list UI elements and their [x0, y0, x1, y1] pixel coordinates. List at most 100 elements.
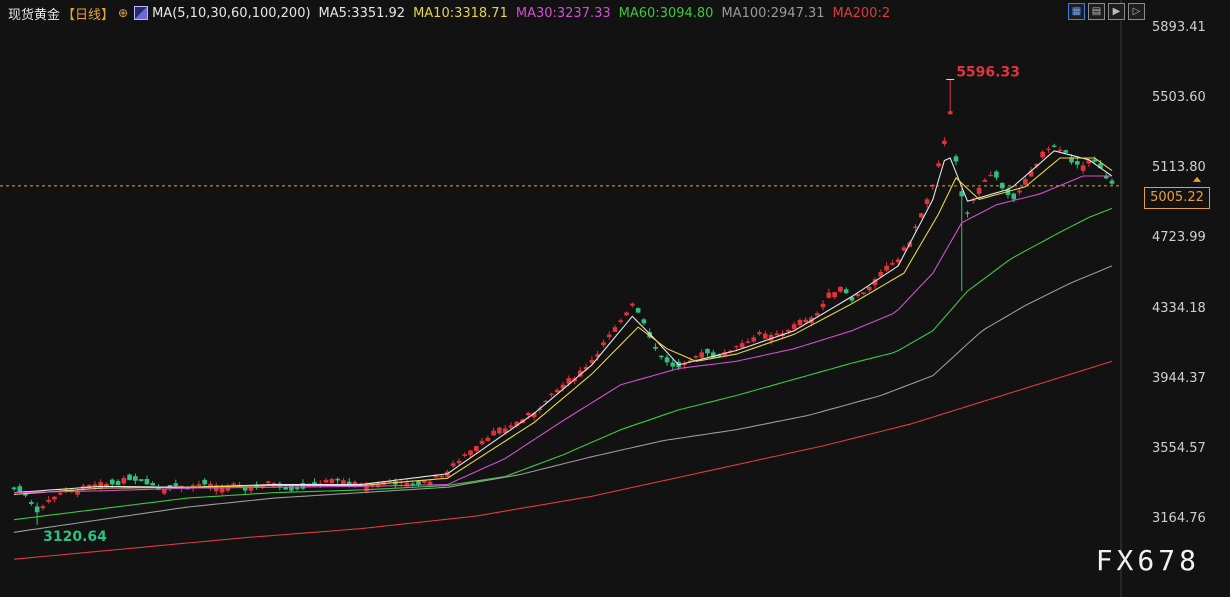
candle-body [416, 480, 421, 485]
candle-body [283, 487, 288, 490]
ma5-value: MA5:3351.92 [318, 5, 406, 21]
candle-body [566, 378, 572, 384]
candle-body [1051, 145, 1057, 147]
candle-body [970, 199, 976, 201]
ma30-value: MA30:3237.33 [515, 5, 611, 21]
candle-body [11, 487, 17, 490]
candle-body [583, 366, 589, 370]
candle-body [624, 312, 629, 316]
candle-body [40, 506, 46, 509]
candle-body [196, 484, 202, 486]
chart-header: 现货黄金 【日线】 ⊕ MA(5,10,30,60,100,200) MA5:3… [8, 4, 898, 23]
candle-body [1103, 175, 1109, 179]
candle-body [549, 393, 554, 395]
candle-body [514, 421, 520, 426]
candle-body [612, 327, 618, 332]
candle-body [762, 333, 768, 339]
candle-body [173, 483, 179, 487]
candle-body [346, 481, 352, 485]
candle-body [17, 486, 23, 492]
candle-body [329, 479, 335, 484]
candle-body [589, 360, 595, 363]
candle-body [323, 480, 329, 483]
candle-body [953, 156, 959, 162]
candle-body [924, 199, 930, 205]
candle-body [855, 293, 861, 297]
ma-indicator-icon[interactable] [134, 6, 149, 20]
y-tick-label: 5893.41 [1152, 20, 1206, 35]
price-up-marker [1193, 176, 1201, 182]
candle-body [884, 265, 889, 271]
candle-body [606, 334, 612, 338]
period-selector[interactable]: 【日线】 [62, 7, 115, 23]
instrument-name: 现货黄金 [8, 7, 61, 23]
candle-body [849, 297, 855, 301]
candle-body [46, 499, 51, 502]
low-price-label: 3120.64 [43, 529, 107, 545]
candle-body [791, 324, 797, 330]
candle-body [231, 483, 236, 485]
candle-body [98, 482, 103, 488]
candle-body [1075, 161, 1080, 165]
candle-body [595, 354, 600, 357]
candle-body [115, 481, 121, 486]
candle-body [693, 355, 699, 358]
candle-body [1057, 149, 1063, 152]
candle-body [947, 111, 953, 115]
candle-body [820, 303, 826, 308]
settings-icon[interactable]: ⊕ [118, 6, 129, 20]
candle-body [508, 425, 514, 428]
candle-body [34, 506, 40, 513]
candle-body [861, 292, 866, 295]
candle-body [335, 478, 340, 481]
ma200-line [13, 360, 1113, 560]
candle-body [682, 363, 687, 365]
candle-body [942, 140, 947, 144]
candle-body [878, 271, 884, 277]
candle-body [866, 286, 872, 291]
candle-body [421, 480, 427, 483]
zoom-in-icon[interactable]: ▶ [1108, 3, 1125, 20]
grid-icon[interactable]: ▦ [1068, 3, 1085, 20]
y-tick-label: 3554.57 [1152, 441, 1206, 456]
candle-body [745, 341, 751, 343]
candle-body [474, 446, 479, 451]
candle-body [1040, 151, 1045, 158]
candle-body [826, 292, 832, 298]
candle-body [890, 263, 895, 265]
current-price-label: 5005.22 [1144, 186, 1210, 209]
y-tick-label: 4334.18 [1152, 301, 1206, 316]
candle-body [560, 384, 566, 389]
candle-body [531, 413, 537, 418]
candle-body [109, 479, 115, 485]
candle-body [976, 187, 982, 194]
bar-layout-icon[interactable]: ▤ [1088, 3, 1105, 20]
candle-body [75, 491, 80, 495]
candle-body [468, 450, 473, 456]
candle-body [832, 292, 837, 298]
candle-body [404, 482, 410, 487]
candle-body [242, 487, 248, 491]
candle-body [439, 475, 444, 478]
candle-body [491, 430, 496, 436]
candle-body [664, 357, 670, 363]
candle-body [485, 437, 491, 442]
candle-body [687, 360, 693, 363]
candle-body [1069, 157, 1074, 163]
ma-params: MA(5,10,30,60,100,200) [152, 5, 311, 21]
candle-body [705, 348, 710, 354]
candle-body [208, 483, 213, 488]
zoom-out-icon[interactable]: ▷ [1128, 3, 1145, 20]
candle-body [1005, 189, 1011, 196]
candle-body [618, 320, 624, 322]
candle-body [1023, 179, 1028, 185]
ma10-value: MA10:3318.71 [413, 5, 508, 21]
candle-body [265, 481, 271, 483]
candle-body [982, 179, 988, 182]
candle-body [838, 286, 843, 292]
ma10-line [13, 157, 1113, 496]
candle-body [1034, 163, 1040, 167]
candle-body [462, 454, 468, 456]
candle-body [843, 289, 849, 294]
